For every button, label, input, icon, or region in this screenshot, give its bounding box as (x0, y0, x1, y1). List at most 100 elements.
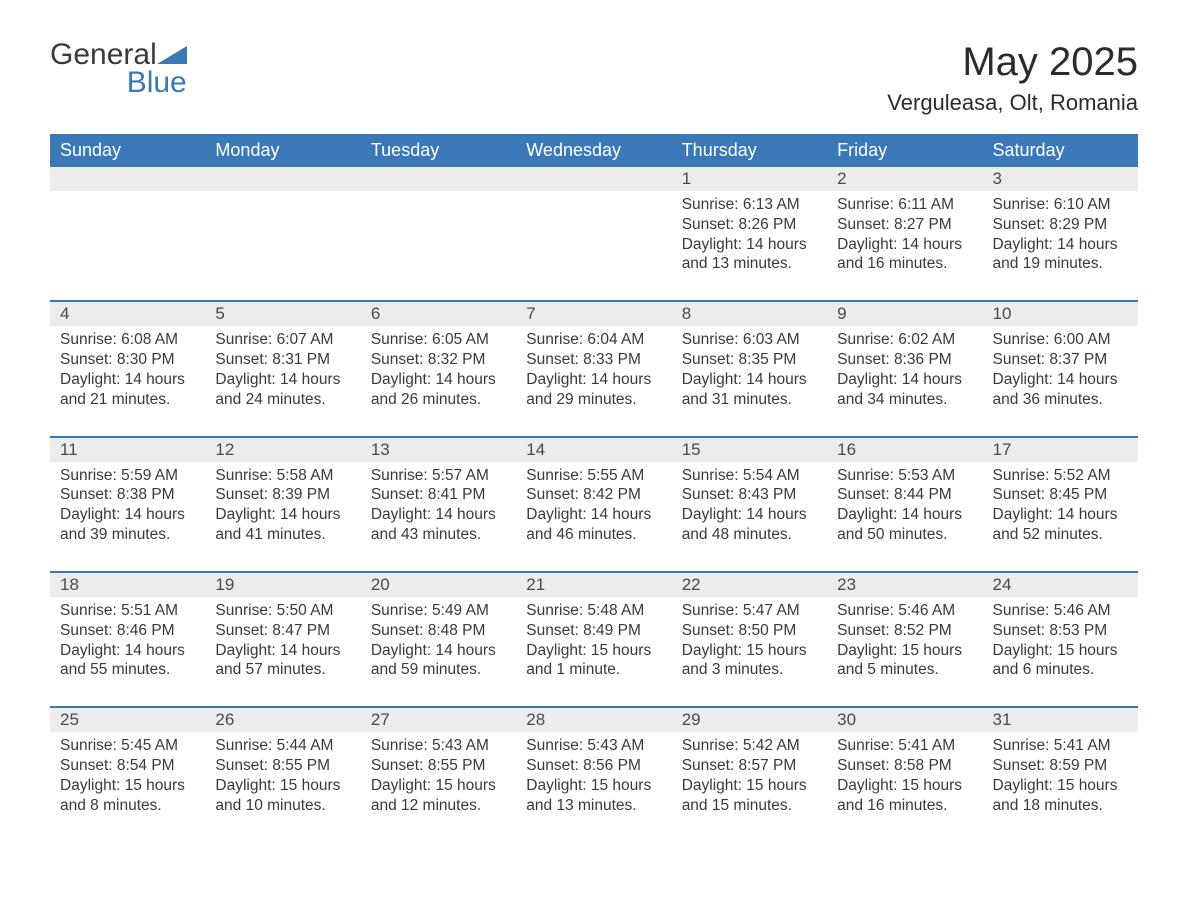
day-content-cell: Sunrise: 5:46 AMSunset: 8:53 PMDaylight:… (983, 597, 1138, 707)
sunset-text: Sunset: 8:58 PM (837, 756, 972, 776)
day-number-cell: 30 (827, 708, 982, 732)
sunset-text: Sunset: 8:27 PM (837, 215, 972, 235)
sunrise-text: Sunrise: 5:41 AM (993, 736, 1128, 756)
sunset-text: Sunset: 8:41 PM (371, 485, 506, 505)
day-number-cell: 14 (516, 438, 671, 462)
daylight-text: Daylight: 15 hours and 6 minutes. (993, 641, 1128, 681)
day-number-cell: 28 (516, 708, 671, 732)
sunset-text: Sunset: 8:50 PM (682, 621, 817, 641)
daylight-text: Daylight: 14 hours and 55 minutes. (60, 641, 195, 681)
sunset-text: Sunset: 8:52 PM (837, 621, 972, 641)
daylight-text: Daylight: 14 hours and 59 minutes. (371, 641, 506, 681)
day-number-cell: 15 (672, 438, 827, 462)
daylight-text: Daylight: 15 hours and 8 minutes. (60, 776, 195, 816)
day-content-cell: Sunrise: 5:54 AMSunset: 8:43 PMDaylight:… (672, 462, 827, 572)
weekday-header-row: Sunday Monday Tuesday Wednesday Thursday… (50, 134, 1138, 167)
day-content-row: Sunrise: 6:08 AMSunset: 8:30 PMDaylight:… (50, 326, 1138, 436)
sunset-text: Sunset: 8:38 PM (60, 485, 195, 505)
day-number-cell: 31 (983, 708, 1138, 732)
sunrise-text: Sunrise: 6:10 AM (993, 195, 1128, 215)
daylight-text: Daylight: 15 hours and 10 minutes. (215, 776, 350, 816)
day-number-row: 11121314151617 (50, 438, 1138, 462)
weekday-header: Friday (827, 134, 982, 167)
sunrise-text: Sunrise: 5:52 AM (993, 466, 1128, 486)
day-number-cell: 5 (205, 302, 360, 326)
sunset-text: Sunset: 8:57 PM (682, 756, 817, 776)
sunset-text: Sunset: 8:45 PM (993, 485, 1128, 505)
sunset-text: Sunset: 8:55 PM (215, 756, 350, 776)
day-number-cell: 29 (672, 708, 827, 732)
day-number-row: 123 (50, 167, 1138, 191)
sunset-text: Sunset: 8:29 PM (993, 215, 1128, 235)
day-content-cell (516, 191, 671, 301)
sunrise-text: Sunrise: 5:45 AM (60, 736, 195, 756)
sunrise-text: Sunrise: 6:07 AM (215, 330, 350, 350)
day-number-cell (50, 167, 205, 191)
month-title: May 2025 (887, 40, 1138, 84)
day-number-cell: 21 (516, 573, 671, 597)
daylight-text: Daylight: 14 hours and 39 minutes. (60, 505, 195, 545)
day-number-row: 25262728293031 (50, 708, 1138, 732)
calendar-table: Sunday Monday Tuesday Wednesday Thursday… (50, 134, 1138, 842)
daylight-text: Daylight: 14 hours and 21 minutes. (60, 370, 195, 410)
weekday-header: Wednesday (516, 134, 671, 167)
sunset-text: Sunset: 8:31 PM (215, 350, 350, 370)
day-content-cell: Sunrise: 5:43 AMSunset: 8:55 PMDaylight:… (361, 732, 516, 841)
day-content-cell: Sunrise: 6:07 AMSunset: 8:31 PMDaylight:… (205, 326, 360, 436)
day-content-cell (361, 191, 516, 301)
day-content-cell: Sunrise: 5:45 AMSunset: 8:54 PMDaylight:… (50, 732, 205, 841)
daylight-text: Daylight: 15 hours and 12 minutes. (371, 776, 506, 816)
day-content-cell: Sunrise: 5:53 AMSunset: 8:44 PMDaylight:… (827, 462, 982, 572)
day-number-cell: 9 (827, 302, 982, 326)
title-block: May 2025 Verguleasa, Olt, Romania (887, 40, 1138, 116)
day-number-cell: 11 (50, 438, 205, 462)
day-content-cell (205, 191, 360, 301)
sunrise-text: Sunrise: 5:59 AM (60, 466, 195, 486)
day-content-cell: Sunrise: 5:42 AMSunset: 8:57 PMDaylight:… (672, 732, 827, 841)
daylight-text: Daylight: 14 hours and 19 minutes. (993, 235, 1128, 275)
day-content-row: Sunrise: 5:59 AMSunset: 8:38 PMDaylight:… (50, 462, 1138, 572)
daylight-text: Daylight: 14 hours and 50 minutes. (837, 505, 972, 545)
day-number-row: 45678910 (50, 302, 1138, 326)
location-text: Verguleasa, Olt, Romania (887, 90, 1138, 116)
day-number-cell: 7 (516, 302, 671, 326)
day-content-cell: Sunrise: 6:03 AMSunset: 8:35 PMDaylight:… (672, 326, 827, 436)
day-content-row: Sunrise: 5:45 AMSunset: 8:54 PMDaylight:… (50, 732, 1138, 841)
sunrise-text: Sunrise: 5:43 AM (371, 736, 506, 756)
day-content-cell: Sunrise: 6:00 AMSunset: 8:37 PMDaylight:… (983, 326, 1138, 436)
day-number-cell: 4 (50, 302, 205, 326)
day-number-cell: 12 (205, 438, 360, 462)
sunset-text: Sunset: 8:32 PM (371, 350, 506, 370)
day-number-cell: 10 (983, 302, 1138, 326)
sunrise-text: Sunrise: 6:13 AM (682, 195, 817, 215)
day-content-cell: Sunrise: 5:41 AMSunset: 8:58 PMDaylight:… (827, 732, 982, 841)
sunset-text: Sunset: 8:33 PM (526, 350, 661, 370)
day-number-cell: 1 (672, 167, 827, 191)
day-number-cell: 25 (50, 708, 205, 732)
day-content-cell: Sunrise: 5:52 AMSunset: 8:45 PMDaylight:… (983, 462, 1138, 572)
day-number-cell: 27 (361, 708, 516, 732)
sunrise-text: Sunrise: 5:48 AM (526, 601, 661, 621)
sunrise-text: Sunrise: 5:50 AM (215, 601, 350, 621)
day-number-cell: 16 (827, 438, 982, 462)
calendar-page: General Blue May 2025 Verguleasa, Olt, R… (0, 0, 1188, 892)
sunrise-text: Sunrise: 5:46 AM (993, 601, 1128, 621)
day-number-cell: 13 (361, 438, 516, 462)
day-content-cell: Sunrise: 5:43 AMSunset: 8:56 PMDaylight:… (516, 732, 671, 841)
day-content-cell: Sunrise: 6:10 AMSunset: 8:29 PMDaylight:… (983, 191, 1138, 301)
daylight-text: Daylight: 14 hours and 43 minutes. (371, 505, 506, 545)
day-content-cell: Sunrise: 5:47 AMSunset: 8:50 PMDaylight:… (672, 597, 827, 707)
day-content-row: Sunrise: 5:51 AMSunset: 8:46 PMDaylight:… (50, 597, 1138, 707)
sunset-text: Sunset: 8:44 PM (837, 485, 972, 505)
day-content-cell: Sunrise: 5:41 AMSunset: 8:59 PMDaylight:… (983, 732, 1138, 841)
day-content-cell: Sunrise: 5:50 AMSunset: 8:47 PMDaylight:… (205, 597, 360, 707)
weekday-header: Thursday (672, 134, 827, 167)
weekday-header: Tuesday (361, 134, 516, 167)
sunset-text: Sunset: 8:48 PM (371, 621, 506, 641)
day-number-cell: 18 (50, 573, 205, 597)
day-number-cell: 24 (983, 573, 1138, 597)
daylight-text: Daylight: 14 hours and 41 minutes. (215, 505, 350, 545)
daylight-text: Daylight: 14 hours and 52 minutes. (993, 505, 1128, 545)
day-number-cell: 6 (361, 302, 516, 326)
day-content-cell: Sunrise: 5:49 AMSunset: 8:48 PMDaylight:… (361, 597, 516, 707)
